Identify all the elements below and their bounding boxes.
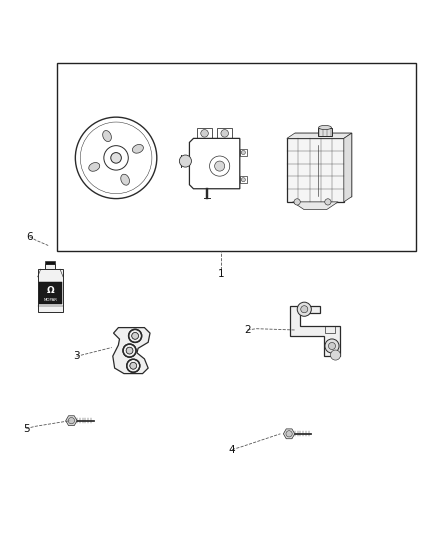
Bar — [38, 269, 63, 312]
Bar — [45, 261, 56, 264]
Ellipse shape — [318, 125, 332, 130]
Circle shape — [297, 302, 311, 316]
Circle shape — [201, 130, 208, 137]
Bar — [57, 63, 416, 251]
Bar — [45, 264, 56, 269]
Polygon shape — [113, 328, 150, 374]
Polygon shape — [290, 306, 339, 356]
Text: 1: 1 — [218, 269, 225, 279]
Polygon shape — [66, 416, 77, 426]
Circle shape — [180, 155, 191, 167]
Circle shape — [286, 431, 292, 437]
Ellipse shape — [121, 174, 130, 185]
Circle shape — [325, 199, 331, 205]
Ellipse shape — [102, 131, 111, 142]
Circle shape — [126, 347, 133, 354]
Circle shape — [328, 343, 336, 350]
Polygon shape — [344, 133, 352, 202]
Text: Ω: Ω — [46, 286, 54, 295]
Circle shape — [221, 130, 229, 137]
Bar — [240, 149, 247, 156]
Text: 4: 4 — [229, 445, 236, 455]
Bar — [295, 133, 352, 197]
Circle shape — [215, 161, 225, 171]
Polygon shape — [283, 429, 295, 439]
Circle shape — [294, 199, 300, 205]
Bar — [39, 282, 62, 304]
Text: MOPAR: MOPAR — [43, 298, 57, 302]
Circle shape — [241, 177, 245, 182]
Circle shape — [130, 362, 137, 369]
Circle shape — [325, 339, 339, 353]
Bar — [197, 128, 212, 139]
Ellipse shape — [132, 144, 143, 153]
Bar — [217, 128, 232, 139]
Circle shape — [241, 150, 245, 155]
Ellipse shape — [89, 163, 100, 171]
Circle shape — [301, 306, 308, 313]
Circle shape — [130, 362, 137, 369]
Circle shape — [330, 350, 340, 360]
Circle shape — [111, 152, 121, 163]
Text: 3: 3 — [73, 351, 80, 361]
Circle shape — [68, 417, 74, 424]
Polygon shape — [293, 202, 338, 209]
Circle shape — [132, 333, 138, 339]
Polygon shape — [287, 133, 352, 139]
Text: 6: 6 — [26, 232, 33, 242]
Bar — [287, 139, 344, 202]
Circle shape — [132, 333, 138, 339]
Bar — [325, 326, 335, 334]
Bar — [318, 127, 332, 136]
Text: 5: 5 — [23, 424, 30, 433]
Bar — [240, 176, 247, 183]
Circle shape — [126, 347, 133, 354]
Text: 2: 2 — [244, 325, 251, 335]
